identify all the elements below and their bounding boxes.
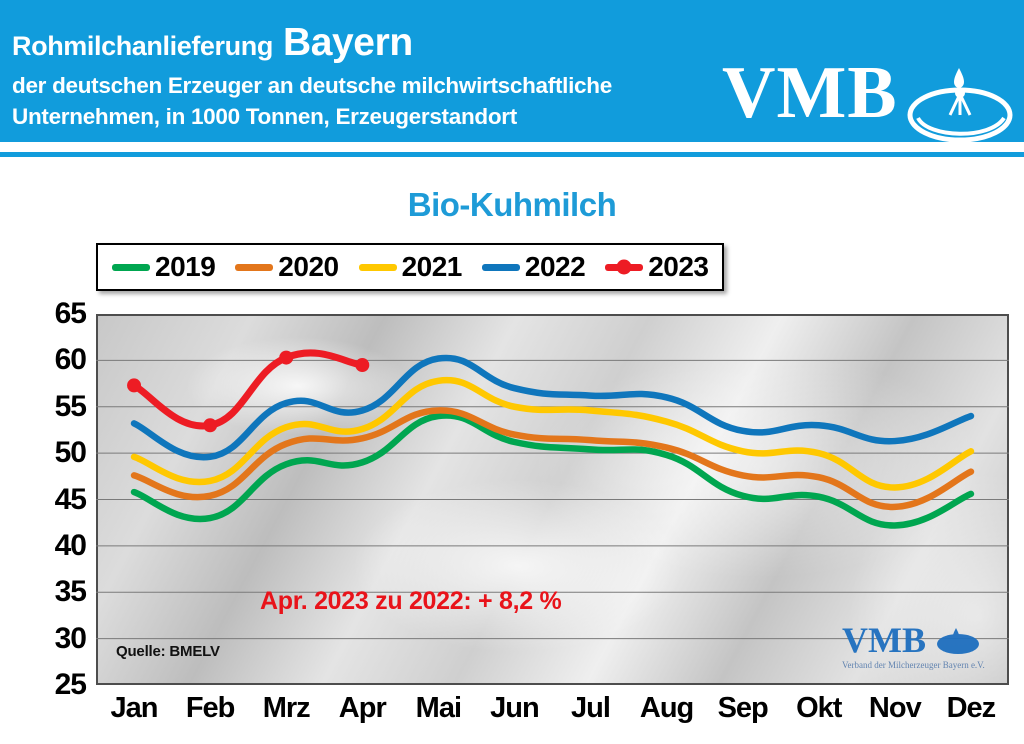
series-marker-2023-Jan <box>127 378 142 393</box>
vmb-logo: VMB <box>716 56 1016 142</box>
x-tick-apr: Apr <box>338 692 387 724</box>
vmb-droplet-icon <box>907 68 1013 142</box>
vmb-watermark-droplet-icon <box>937 628 979 654</box>
legend-swatch-2020 <box>235 263 274 271</box>
source-note: Quelle: BMELV <box>116 643 220 660</box>
x-axis: Jan Feb Mrz Apr Mai Jun Jul Aug Sep Okt Nov Dez <box>96 692 1009 736</box>
series-marker-2023-Mrz <box>279 350 294 365</box>
legend-item-2023[interactable]: 2023 <box>605 251 709 283</box>
chart-plot-area: Apr. 2023 zu 2022: + 8,2 % Quelle: BMELV… <box>96 314 1009 685</box>
y-tick-30: 30 <box>54 621 87 655</box>
series-line-2022 <box>134 358 971 457</box>
header-line-3: Unternehmen, in 1000 Tonnen, Erzeugersta… <box>12 104 517 130</box>
y-tick-35: 35 <box>54 575 87 609</box>
header-line-1: Rohmilchanlieferung Bayern <box>12 18 772 67</box>
header-line-1-prefix: Rohmilchanlieferung <box>12 31 273 61</box>
header-text-block: Rohmilchanlieferung Bayern der deutschen … <box>12 18 772 132</box>
y-tick-40: 40 <box>54 528 87 562</box>
page-header: Rohmilchanlieferung Bayern der deutschen … <box>0 0 1024 142</box>
x-tick-feb: Feb <box>185 692 236 724</box>
x-tick-okt: Okt <box>796 692 842 724</box>
y-tick-25: 25 <box>54 668 87 701</box>
x-tick-nov: Nov <box>868 692 922 724</box>
chart-lines-svg <box>96 314 1009 640</box>
legend-swatch-2021 <box>358 263 397 271</box>
legend-item-2019[interactable]: 2019 <box>112 251 216 283</box>
x-tick-sep: Sep <box>717 692 769 724</box>
y-tick-50: 50 <box>54 436 87 470</box>
y-tick-60: 60 <box>54 343 87 377</box>
x-tick-aug: Aug <box>639 692 694 724</box>
legend-label-2021: 2021 <box>401 251 463 282</box>
y-axis: 65 60 55 50 45 40 35 30 25 <box>12 297 87 701</box>
series-marker-2023-Apr <box>355 358 370 373</box>
legend-item-2021[interactable]: 2021 <box>358 251 463 283</box>
vmb-logo-text: VMB <box>722 52 898 134</box>
x-tick-jul: Jul <box>571 692 611 724</box>
chart-legend: 2019 2020 2021 2022 2023 <box>96 243 725 291</box>
chart-title: Bio-Kuhmilch <box>407 186 617 223</box>
legend-item-2020[interactable]: 2020 <box>235 251 339 283</box>
legend-swatch-2019 <box>112 263 150 271</box>
header-accent-rule <box>0 152 1024 157</box>
comparison-annotation: Apr. 2023 zu 2022: + 8,2 % <box>260 587 562 615</box>
y-tick-55: 55 <box>54 389 87 423</box>
x-tick-mrz: Mrz <box>262 692 311 724</box>
header-line-2: der deutschen Erzeuger an deutsche milch… <box>12 73 612 99</box>
y-tick-45: 45 <box>54 482 87 516</box>
legend-label-2022: 2022 <box>524 251 586 282</box>
series-line-2019 <box>134 415 971 525</box>
legend-swatch-2022 <box>481 263 520 271</box>
header-region-name: Bayern <box>282 21 413 64</box>
series-line-2023 <box>134 353 362 426</box>
vmb-watermark-subtitle: Verband der Milcherzeuger Bayern e.V. <box>842 660 985 670</box>
x-tick-dez: Dez <box>946 692 997 724</box>
series-line-2021 <box>134 380 971 487</box>
x-tick-mai: Mai <box>415 692 462 724</box>
legend-label-2023: 2023 <box>648 251 709 282</box>
series-line-2020 <box>134 410 971 507</box>
x-tick-jan: Jan <box>110 692 159 724</box>
x-tick-jun: Jun <box>490 692 540 724</box>
series-marker-2023-Feb <box>203 418 218 433</box>
vmb-watermark-text: VMB <box>842 620 926 660</box>
legend-item-2022[interactable]: 2022 <box>481 251 586 283</box>
legend-label-2020: 2020 <box>278 251 339 282</box>
y-tick-65: 65 <box>54 297 87 330</box>
legend-swatch-2023 <box>605 263 644 271</box>
legend-label-2019: 2019 <box>155 251 216 282</box>
vmb-watermark: VMB Verband der Milcherzeuger Bayern e.V… <box>842 622 1007 678</box>
